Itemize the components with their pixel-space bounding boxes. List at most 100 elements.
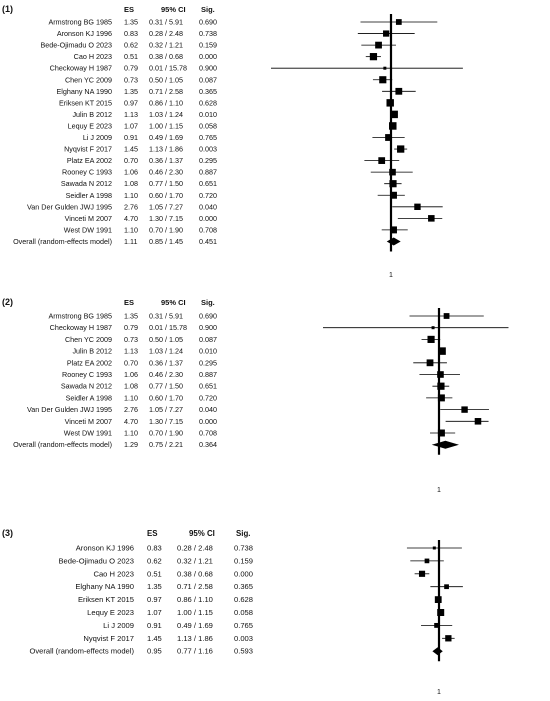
study-sig: 0.765 [199, 133, 217, 142]
study-ci: 0.50 / 1.05 [149, 75, 183, 84]
panel-label: (1) [2, 4, 13, 14]
column-header: ES [124, 5, 134, 14]
study-es: 0.62 [147, 556, 162, 565]
study-name: Cao H 2023 [74, 52, 112, 61]
study-ci: 1.05 / 7.27 [149, 202, 183, 211]
study-es: 1.07 [124, 121, 138, 130]
study-sig: 0.765 [234, 621, 253, 630]
overall-diamond [432, 647, 443, 656]
study-point-marker [437, 371, 444, 378]
study-point-marker [390, 191, 397, 199]
study-point-marker [437, 382, 445, 390]
study-point-marker [375, 41, 382, 49]
study-point-marker [389, 180, 397, 188]
study-es: 1.08 [124, 382, 138, 391]
study-sig: 0.628 [234, 595, 253, 604]
study-es: 1.35 [124, 312, 138, 321]
study-name: Chen YC 2009 [65, 75, 112, 84]
study-point-marker [369, 53, 378, 61]
study-sig: 0.720 [199, 191, 217, 200]
study-ci: 0.60 / 1.70 [149, 191, 183, 200]
study-sig: 0.887 [199, 168, 217, 177]
study-es: 0.73 [124, 335, 138, 344]
overall-name: Overall (random-effects model) [29, 647, 134, 656]
overall-ci: 0.85 / 1.45 [149, 237, 183, 246]
study-es: 2.76 [124, 405, 138, 414]
forest-panel-2: (2) ES 95% CI Sig. 1 Armstrong BG 1985 1.35 0.3… [2, 297, 509, 494]
overall-es: 0.95 [147, 647, 162, 656]
study-ci: 0.32 / 1.21 [177, 556, 213, 565]
study-sig: 0.628 [199, 98, 217, 107]
study-es: 0.97 [147, 595, 162, 604]
overall-diamond [386, 237, 401, 246]
study-name: Bede-Ojimadu O 2023 [58, 556, 134, 565]
column-header: Sig. [201, 298, 215, 307]
study-sig: 0.000 [199, 214, 217, 223]
study-point-marker [397, 145, 405, 153]
study-ci: 0.01 / 15.78 [149, 64, 187, 73]
study-es: 0.79 [124, 323, 138, 332]
study-point-marker [395, 19, 402, 25]
study-point-marker [445, 635, 452, 642]
study-point-marker [437, 609, 445, 616]
study-name: Julin B 2012 [72, 110, 112, 119]
study-es: 0.97 [124, 98, 138, 107]
reference-tick-label: 1 [437, 689, 441, 696]
study-sig: 0.159 [199, 41, 217, 50]
study-sig: 0.159 [234, 556, 253, 565]
study-es: 0.73 [124, 75, 138, 84]
study-point-marker [389, 122, 397, 130]
study-sig: 0.040 [199, 202, 217, 211]
study-ci: 0.36 / 1.37 [149, 358, 183, 367]
study-name: Nyqvist F 2017 [83, 634, 134, 643]
study-ci: 1.00 / 1.15 [177, 608, 213, 617]
study-ci: 0.86 / 1.10 [177, 595, 213, 604]
study-sig: 0.058 [234, 608, 253, 617]
study-sig: 0.708 [199, 429, 217, 438]
study-name: Elghany NA 1990 [75, 582, 134, 591]
study-point-marker [378, 157, 386, 164]
study-sig: 0.000 [199, 417, 217, 426]
study-name: Rooney C 1993 [62, 168, 112, 177]
study-ci: 0.31 / 5.91 [149, 312, 183, 321]
study-es: 1.06 [124, 370, 138, 379]
study-name: Lequy E 2023 [68, 121, 112, 130]
study-sig: 0.010 [199, 347, 217, 356]
forest-panel-3: (3) ES 95% CI Sig. 1 Aronson KJ 1996 0.83 0.28 … [2, 528, 463, 696]
study-ci: 0.49 / 1.69 [177, 621, 213, 630]
study-es: 0.51 [124, 52, 138, 61]
study-es: 0.70 [124, 358, 138, 367]
study-ci: 0.28 / 2.48 [177, 544, 213, 553]
column-header: 95% CI [161, 298, 186, 307]
study-ci: 1.03 / 1.24 [149, 347, 183, 356]
study-point-marker [434, 622, 440, 628]
study-ci: 0.31 / 5.91 [149, 18, 183, 27]
study-ci: 1.13 / 1.86 [149, 145, 183, 154]
overall-es: 1.29 [124, 440, 138, 449]
study-sig: 0.651 [199, 382, 217, 391]
study-es: 1.35 [147, 582, 162, 591]
study-sig: 0.900 [199, 64, 217, 73]
study-name: Armstrong BG 1985 [48, 312, 112, 321]
study-name: Platz EA 2002 [67, 156, 112, 165]
study-sig: 0.010 [199, 110, 217, 119]
study-es: 0.62 [124, 41, 138, 50]
reference-tick-label: 1 [437, 487, 441, 494]
study-ci: 0.71 / 2.58 [149, 87, 183, 96]
study-name: Julin B 2012 [72, 347, 112, 356]
study-es: 1.06 [124, 168, 138, 177]
study-point-marker [427, 335, 435, 343]
overall-name: Overall (random-effects model) [13, 440, 112, 449]
study-name: Seidler A 1998 [66, 393, 112, 402]
study-name: Li J 2009 [83, 133, 112, 142]
study-es: 4.70 [124, 214, 138, 223]
column-header: Sig. [201, 5, 215, 14]
study-ci: 0.70 / 1.90 [149, 429, 183, 438]
study-es: 0.70 [124, 156, 138, 165]
study-point-marker [437, 394, 445, 402]
study-sig: 0.000 [199, 52, 217, 61]
study-name: Elghany NA 1990 [56, 87, 112, 96]
column-header: Sig. [236, 529, 250, 538]
study-point-marker [438, 347, 446, 355]
study-point-marker [426, 359, 434, 367]
